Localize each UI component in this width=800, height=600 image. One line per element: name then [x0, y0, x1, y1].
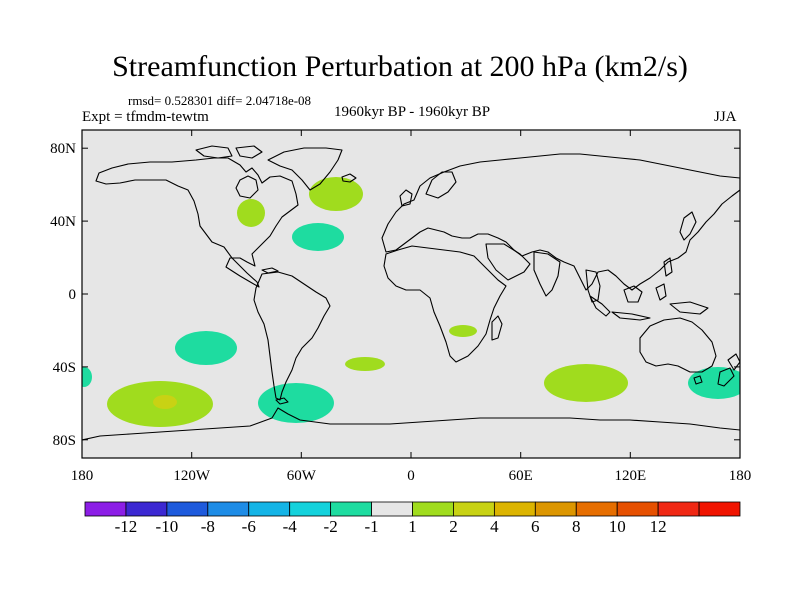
lon-tick-label: 60E [509, 468, 533, 484]
colorbar-swatch [657, 501, 700, 517]
anomaly-north-atlantic [309, 177, 363, 211]
colorbar-swatch [453, 501, 495, 517]
lon-tick-label: 180 [71, 468, 94, 484]
lon-tick-label: 120E [614, 468, 646, 484]
colorbar-label: 4 [490, 517, 499, 536]
colorbar-swatch [248, 501, 291, 517]
lat-tick-label: 0 [69, 287, 77, 303]
lat-tick-label: 80N [50, 141, 76, 157]
colorbar-swatch [575, 501, 618, 517]
lat-tick-label: 80S [53, 433, 76, 449]
lon-tick-label: 180 [729, 468, 752, 484]
colorbar-swatch [412, 501, 454, 517]
colorbar-swatch [166, 501, 209, 517]
colorbar-swatch [534, 501, 577, 517]
colorbar-label: 1 [408, 517, 417, 536]
colorbar-label: -1 [364, 517, 378, 536]
period-label: 1960kyr BP - 1960kyr BP [333, 104, 491, 120]
colorbar-label: -6 [242, 517, 256, 536]
lat-tick-label: 40S [53, 360, 76, 376]
experiment-label: Expt = tfmdm-tewtm [82, 109, 209, 125]
lon-tick-label: 0 [407, 468, 415, 484]
colorbar-swatch [698, 501, 741, 517]
map-title: Streamfunction Perturbation at 200 hPa (… [112, 50, 688, 83]
colorbar-label: 2 [449, 517, 458, 536]
anomaly-indian-ocean [544, 364, 628, 402]
lat-tick-label: 40N [50, 214, 76, 230]
colorbar-label: -10 [156, 517, 179, 536]
lon-tick-marks [191, 130, 631, 458]
colorbar-swatch [616, 501, 659, 517]
lon-tick-label: 60W [287, 468, 317, 484]
colorbar-swatch [330, 501, 372, 517]
colorbar [84, 501, 741, 517]
colorbar-label: -8 [201, 517, 215, 536]
colorbar-swatch [84, 501, 127, 517]
anomaly-dateline-west [82, 367, 92, 387]
colorbar-swatch [289, 501, 332, 517]
colorbar-swatch [207, 501, 250, 517]
colorbar-label: -12 [115, 517, 138, 536]
colorbar-swatch [125, 501, 168, 517]
colorbar-label: -2 [324, 517, 338, 536]
season-label: JJA [714, 109, 737, 125]
anomaly-mid-atlantic [292, 223, 344, 251]
anomaly-south-atlantic [345, 357, 385, 371]
colorbar-swatch [371, 501, 413, 517]
anomaly-drake-passage [258, 383, 334, 423]
anomaly-southern-africa [449, 325, 477, 337]
lat-tick-marks [82, 147, 740, 441]
colorbar-label: 8 [572, 517, 581, 536]
colorbar-label: 6 [531, 517, 540, 536]
stats-label: rmsd= 0.528301 diff= 2.04718e-08 [128, 93, 312, 108]
lon-tick-label: 120W [173, 468, 211, 484]
colorbar-swatch [493, 501, 536, 517]
coastlines [82, 145, 740, 441]
colorbar-label: 10 [609, 517, 626, 536]
anomaly-south-pacific-core [153, 395, 177, 409]
colorbar-label: 12 [650, 517, 667, 536]
colorbar-label: -4 [283, 517, 298, 536]
colorbar-labels: -12 -10 -8 -6 -4 -2 -1 1 2 4 6 8 10 12 [115, 517, 667, 536]
anomaly-tasman [688, 367, 740, 399]
anomaly-south-pacific-west [175, 331, 237, 365]
anomaly-great-lakes [237, 199, 265, 227]
